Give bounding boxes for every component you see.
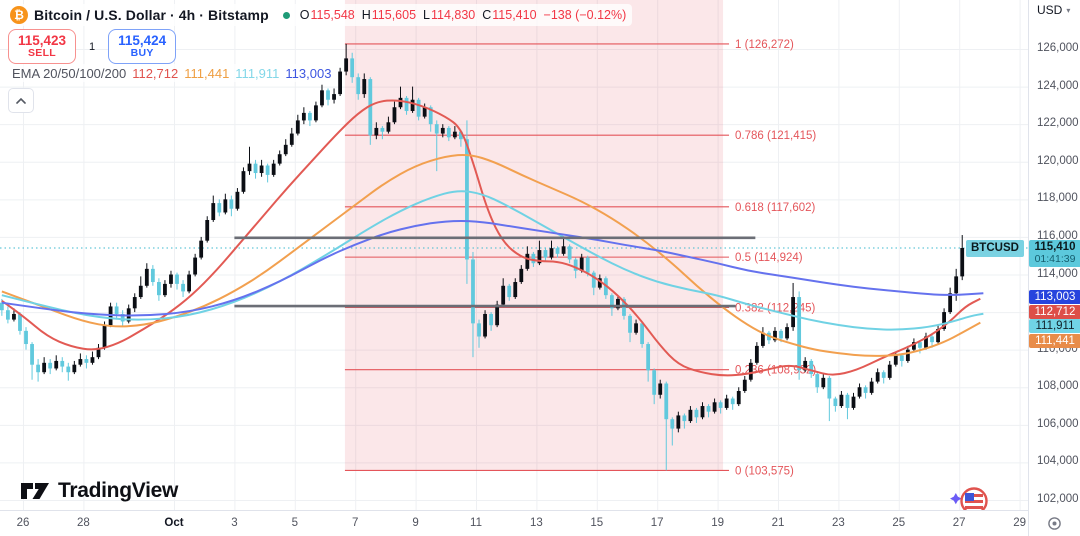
price-tick-label: 118,000 <box>1037 192 1078 205</box>
tradingview-logo[interactable]: TradingView <box>20 478 178 504</box>
fib-levels: 1 (126,272) 0.786 (121,415) 0.618 (117,602… <box>344 39 816 477</box>
ema50-value: 111,441 <box>184 65 230 81</box>
fib-level-label: 0.5 (114,924) <box>735 252 803 264</box>
time-tick-label: 21 <box>771 517 785 529</box>
currency-selector[interactable]: USD ▾ <box>1037 3 1071 17</box>
price-tick-label: 124,000 <box>1037 79 1079 92</box>
price-tick-label: 106,000 <box>1037 417 1079 430</box>
spread-value: 1 <box>89 40 96 53</box>
price-scale-settings-icon[interactable] <box>1047 516 1062 536</box>
candles-layer <box>0 43 965 471</box>
ema-legend[interactable]: EMA 20/50/100/200 112,712 111,441 111,91… <box>8 64 336 82</box>
fib-level-label: 0.618 (117,602) <box>735 202 816 214</box>
ema-price-chip: 112,712 <box>1029 304 1080 319</box>
ema100-value: 111,911 <box>235 65 280 81</box>
time-tick-label: 19 <box>711 517 724 529</box>
symbol-legend[interactable]: ₿ Bitcoin / U.S. Dollar · 4h · Bitstamp … <box>8 4 633 26</box>
fib-level-label: 0 (103,575) <box>735 465 794 477</box>
time-tick-label: 17 <box>650 517 664 529</box>
price-tick-label: 120,000 <box>1037 154 1079 167</box>
fib-level-label: 1 (126,272) <box>735 39 794 51</box>
price-change: −138 (−0.12%) <box>543 8 627 22</box>
ema200-value: 113,003 <box>285 65 332 81</box>
time-tick-label: 9 <box>412 517 419 529</box>
time-tick-label: 29 <box>1013 517 1026 529</box>
time-tick-label: 13 <box>529 517 543 529</box>
ema-price-chip: 111,441 <box>1029 334 1080 349</box>
time-tick-label: 23 <box>831 517 845 529</box>
time-tick-label: 25 <box>892 517 906 529</box>
price-tick-label: 108,000 <box>1037 380 1079 393</box>
market-open-dot-icon <box>282 11 290 19</box>
time-tick-label: 5 <box>291 517 298 529</box>
fib-level-label: 0.786 (121,415) <box>735 130 816 142</box>
trade-panel: 115,423 SELL 1 115,424 BUY <box>8 29 177 64</box>
ema20-value: 112,712 <box>132 65 179 81</box>
price-tick-label: 126,000 <box>1037 42 1079 54</box>
tradingview-logo-icon <box>21 483 49 499</box>
time-tick-label: 28 <box>76 517 90 529</box>
grid-lines <box>0 0 1028 510</box>
bitcoin-icon: ₿ <box>10 6 28 24</box>
price-tick-label: 104,000 <box>1037 455 1079 468</box>
collapse-legend-button[interactable] <box>8 88 34 113</box>
bar-countdown: 01:41:39 <box>1034 253 1076 265</box>
time-tick-label: 15 <box>590 517 604 529</box>
ohlc-values: O 115,548 H 115,605 L 114,830 C 115,410 −138… <box>299 8 627 22</box>
price-tick-label: 102,000 <box>1037 493 1079 505</box>
symbol-title[interactable]: Bitcoin / U.S. Dollar · 4h · Bitstamp <box>34 7 269 23</box>
ema50-line <box>1 153 981 357</box>
buy-button[interactable]: 115,424 BUY <box>108 29 177 64</box>
time-tick-label: 11 <box>470 517 482 529</box>
time-tick-label: Oct <box>164 517 184 529</box>
sell-button[interactable]: 115,423 SELL <box>8 29 76 64</box>
ema20-line <box>1 99 981 377</box>
time-axis[interactable]: 26 28 Oct 3 5 7 9 11 13 15 17 19 21 23 25 27 29 <box>0 510 1028 536</box>
ema200-line <box>1 219 984 317</box>
price-tick-label: 114,000 <box>1037 267 1078 280</box>
price-tick-label: 122,000 <box>1037 117 1079 130</box>
time-tick-label: 7 <box>351 517 359 529</box>
ema-price-chip: 111,911 <box>1029 319 1080 334</box>
time-tick-label: 26 <box>16 517 30 529</box>
price-tick-label: 116,000 <box>1037 229 1078 242</box>
ema-price-chip: 113,003 <box>1029 290 1080 305</box>
time-tick-label: 27 <box>952 517 966 529</box>
chevron-up-icon <box>16 97 26 104</box>
last-price-chip[interactable]: 115,410 01:41:39 <box>1029 240 1080 267</box>
time-tick-label: 3 <box>231 517 238 529</box>
chevron-down-icon: ▾ <box>1066 5 1071 15</box>
symbol-price-tag[interactable]: BTCUSD <box>966 239 1024 257</box>
price-axis[interactable]: USD ▾ 126,000 124,000 122,000 120,000 118,000… <box>1028 0 1080 536</box>
fib-level-label: 0.236 (108,932) <box>735 365 816 377</box>
